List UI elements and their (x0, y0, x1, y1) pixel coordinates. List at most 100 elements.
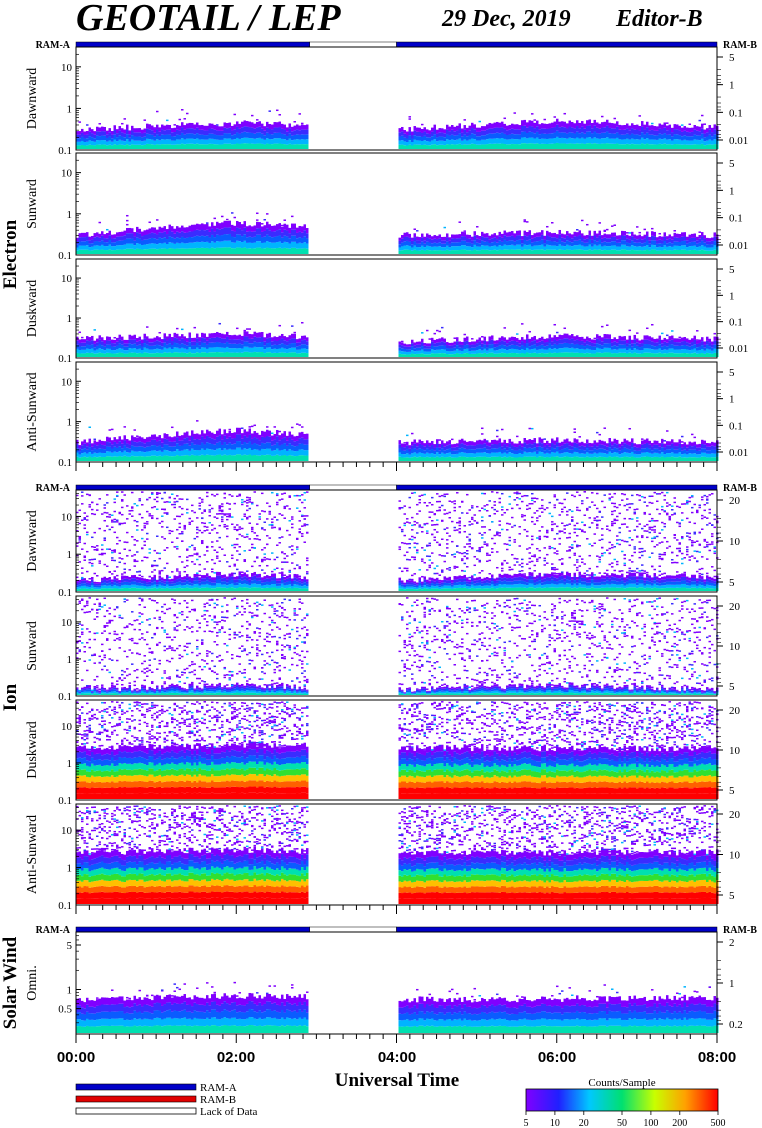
right-tick-label: 20 (729, 809, 741, 821)
y-tick-label: 10 (61, 721, 73, 733)
right-tick-label: 0.01 (729, 135, 748, 147)
x-tick-label: 08:00 (698, 1049, 736, 1066)
panel-frame (75, 152, 718, 256)
spectrogram-panel: 10 1 0.1 5 1 0.1 0.01 Sunward (25, 152, 748, 262)
spectrogram-panel: 5 1 0.5 2 1 0.2 Omni. (25, 931, 743, 1043)
group-labels: Electron Ion Solar Wind (0, 219, 21, 1029)
right-tick-label: 1 (729, 394, 735, 406)
y-tick-label: 1 (67, 103, 73, 115)
spectrogram-panels: 10 1 0.1 5 1 0.1 0.01 Dawnward 10 1 0.1 5 1 0.1 0.01 Su… (25, 46, 748, 1043)
colorbar-tick-label: 500 (711, 1118, 726, 1128)
y-tick-label: 1 (67, 863, 73, 875)
spectrogram-panel: 10 1 0.1 5 1 0.1 0.01 Duskward (25, 258, 748, 365)
right-tick-label: 5 (729, 367, 735, 379)
ram-label-left: RAM-A (36, 925, 71, 936)
y-tick-label: 10 (61, 273, 73, 285)
legend-label-ram-a: RAM-A (200, 1082, 237, 1094)
spectrogram-panel: 10 1 0.1 5 1 0.1 0.01 Dawnward (25, 46, 748, 157)
ram-label-left: RAM-A (36, 40, 71, 51)
right-tick-label: 10 (729, 850, 741, 862)
group-label: Ion (0, 683, 21, 711)
y-tick-label: 0.1 (58, 587, 72, 599)
y-tick-label: 5 (67, 940, 73, 952)
ram-label-right: RAM-B (723, 40, 757, 51)
right-tick-label: 2 (729, 937, 735, 949)
y-tick-label: 10 (61, 376, 73, 388)
right-tick-label: 1 (729, 80, 735, 92)
spectrogram-panel: 10 1 0.1 20 10 5 Duskward (25, 699, 741, 807)
legend-label-lack-of-data: Lack of Data (200, 1106, 258, 1118)
y-tick-label: 0.1 (58, 250, 72, 262)
panel-label: Anti-Sunward (25, 372, 40, 451)
x-tick-label: 06:00 (538, 1049, 576, 1066)
ram-bar-segment (309, 926, 397, 933)
y-tick-label: 0.1 (58, 353, 72, 365)
y-tick-label: 1 (67, 654, 73, 666)
panel-label: Anti-Sunward (25, 815, 40, 894)
colorbar-title: Counts/Sample (588, 1077, 655, 1089)
ram-bar-segment (396, 41, 718, 48)
y-tick-label: 10 (61, 617, 73, 629)
right-tick-label: 1 (729, 978, 735, 990)
spectrogram-panel: 10 1 0.1 20 10 5 Anti-Sunward (25, 803, 741, 914)
legend-label-ram-b: RAM-B (200, 1094, 236, 1106)
legend-swatch-lack-of-data (75, 1107, 197, 1115)
right-tick-label: 5 (729, 264, 735, 276)
panel-label: Sunward (25, 179, 40, 229)
figure-title: GEOTAIL / LEP (76, 0, 341, 39)
right-tick-label: 20 (729, 705, 741, 717)
colorbar-tick-label: 200 (672, 1118, 687, 1128)
legend-swatch-ram-b (75, 1095, 197, 1103)
y-tick-label: 0.1 (58, 457, 72, 469)
right-tick-label: 10 (729, 641, 741, 653)
right-tick-label: 5 (729, 158, 735, 170)
y-tick-label: 10 (61, 62, 73, 74)
panel-frame (75, 46, 718, 151)
ram-bar-segment (396, 926, 718, 933)
y-tick-label: 1 (67, 549, 73, 561)
y-tick-label: 0.1 (58, 795, 72, 807)
y-tick-label: 10 (61, 168, 73, 180)
figure-date: 29 Dec, 2019 (441, 6, 571, 32)
colorbar-tick-label: 50 (617, 1118, 627, 1128)
colorbar: Counts/Sample 5 10 20 50 100 200 500 (524, 1077, 726, 1128)
right-tick-label: 1 (729, 290, 735, 302)
panel-label: Dawnward (25, 68, 40, 129)
ram-legend: RAM-A RAM-B Lack of Data (75, 1082, 258, 1118)
right-tick-label: 20 (729, 495, 741, 507)
right-tick-label: 20 (729, 601, 741, 613)
y-tick-label: 1 (67, 984, 73, 996)
colorbar-gradient (525, 1088, 719, 1112)
right-tick-label: 5 (729, 577, 735, 589)
right-tick-label: 0.01 (729, 447, 748, 459)
colorbar-tick-label: 5 (524, 1118, 529, 1128)
panel-frame (75, 595, 718, 697)
y-tick-label: 0.5 (58, 1004, 72, 1016)
y-tick-label: 0.1 (58, 691, 72, 703)
group-label: Solar Wind (0, 936, 21, 1029)
y-tick-label: 0.1 (58, 145, 72, 157)
right-tick-label: 0.1 (729, 213, 743, 225)
x-tick-label: 00:00 (57, 1049, 95, 1066)
y-tick-label: 10 (61, 511, 73, 523)
right-tick-label: 5 (729, 681, 735, 693)
panel-label: Sunward (25, 621, 40, 671)
right-tick-label: 1 (729, 185, 735, 197)
legend-swatch-ram-a (75, 1083, 197, 1091)
ram-label-right: RAM-B (723, 483, 757, 494)
colorbar-tick-label: 100 (643, 1118, 658, 1128)
right-tick-label: 0.1 (729, 317, 743, 329)
colorbar-tick-label: 10 (550, 1118, 560, 1128)
spectrogram-panel: 10 1 0.1 20 10 5 Dawnward (25, 489, 741, 599)
y-tick-label: 1 (67, 758, 73, 770)
ram-bar-segment (75, 484, 310, 491)
y-tick-label: 1 (67, 417, 73, 429)
panel-label: Omni. (25, 965, 40, 1000)
x-tick-label: 04:00 (378, 1049, 416, 1066)
y-tick-label: 1 (67, 313, 73, 325)
right-tick-label: 0.2 (729, 1019, 743, 1031)
right-tick-label: 0.01 (729, 343, 748, 355)
x-axis-title: Universal Time (335, 1070, 459, 1091)
y-tick-label: 1 (67, 209, 73, 221)
